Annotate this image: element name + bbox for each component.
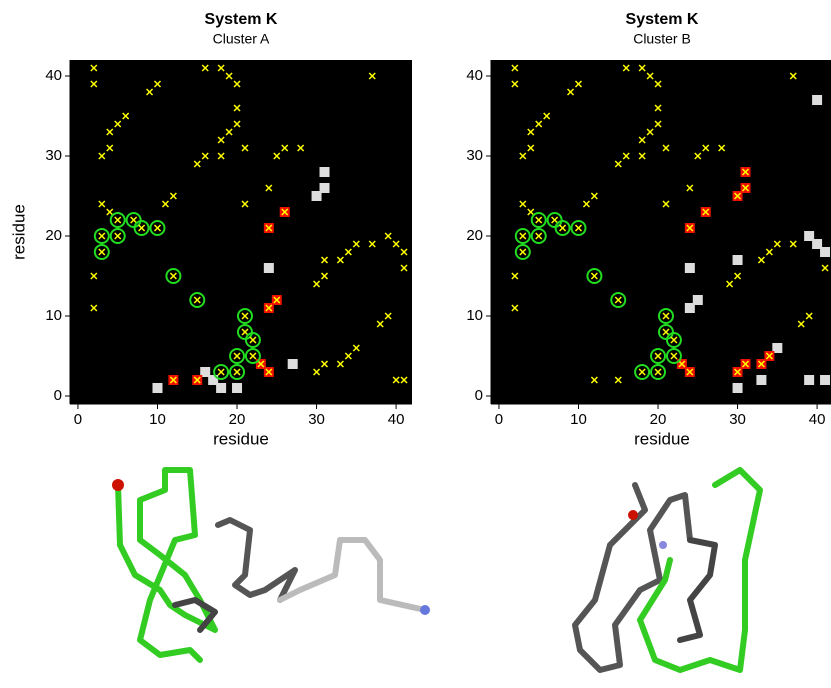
x-tick-label: 20 <box>229 411 246 428</box>
point <box>756 375 766 385</box>
x-tick-label: 20 <box>650 411 667 428</box>
square-marker <box>693 295 703 305</box>
point <box>216 383 226 393</box>
point <box>685 223 695 233</box>
square-marker <box>756 375 766 385</box>
square-marker <box>820 247 830 257</box>
y-tick-label: 0 <box>54 387 62 404</box>
point <box>764 351 774 361</box>
point <box>820 375 830 385</box>
y-tick-label: 20 <box>45 227 62 244</box>
point <box>264 223 274 233</box>
point <box>741 359 751 369</box>
x-tick-label: 10 <box>149 411 166 428</box>
point <box>804 375 814 385</box>
square-marker <box>216 383 226 393</box>
structure-a <box>112 470 430 660</box>
point <box>288 359 298 369</box>
y-tick-label: 10 <box>45 307 62 324</box>
y-tick-label: 20 <box>466 227 483 244</box>
square-marker <box>820 375 830 385</box>
point <box>264 263 274 273</box>
point <box>820 247 830 257</box>
point <box>733 383 743 393</box>
y-tick-label: 0 <box>475 387 483 404</box>
y-tick-label: 40 <box>45 67 62 84</box>
y-axis-label: residue <box>9 204 28 260</box>
point <box>733 255 743 265</box>
y-tick-label: 30 <box>45 147 62 164</box>
square-marker <box>733 383 743 393</box>
point <box>320 167 330 177</box>
point <box>264 367 274 377</box>
square-marker <box>320 183 330 193</box>
square-marker <box>320 167 330 177</box>
x-tick-label: 30 <box>729 411 746 428</box>
plot-background <box>70 60 412 404</box>
chart: System K Cluster B 0 10 20 30 40 0 10 20 30 40 resid… <box>466 11 831 448</box>
point <box>741 167 751 177</box>
x-tick-label: 30 <box>308 411 325 428</box>
square-marker <box>152 383 162 393</box>
y-tick-label: 30 <box>466 147 483 164</box>
x-tick-label: 0 <box>74 411 82 428</box>
x-axis-label: residue <box>634 429 690 448</box>
point <box>685 263 695 273</box>
chart-subtitle: Cluster A <box>213 31 270 47</box>
point <box>320 183 330 193</box>
square-marker <box>804 375 814 385</box>
square-marker <box>685 263 695 273</box>
square-marker <box>812 95 822 105</box>
square-marker <box>288 359 298 369</box>
point <box>812 95 822 105</box>
point <box>152 383 162 393</box>
x-tick-label: 0 <box>495 411 503 428</box>
figure: System K Cluster A 0 10 20 30 40 0 10 20 30 40 resid… <box>0 0 831 688</box>
point <box>280 207 290 217</box>
chart-title: System K <box>205 11 278 28</box>
chart-title: System K <box>626 11 699 28</box>
square-marker <box>264 263 274 273</box>
x-tick-label: 40 <box>809 411 826 428</box>
charts: System K Cluster A 0 10 20 30 40 0 10 20 30 40 resid… <box>9 11 831 448</box>
point <box>693 295 703 305</box>
y-tick-label: 10 <box>466 307 483 324</box>
point <box>741 183 751 193</box>
point <box>192 375 202 385</box>
chart-subtitle: Cluster B <box>633 31 691 47</box>
point <box>685 367 695 377</box>
x-tick-label: 40 <box>388 411 405 428</box>
point <box>168 375 178 385</box>
chart: System K Cluster A 0 10 20 30 40 0 10 20 30 40 resid… <box>9 11 412 448</box>
point <box>272 295 282 305</box>
square-marker <box>733 255 743 265</box>
x-tick-label: 10 <box>570 411 587 428</box>
y-tick-label: 40 <box>466 67 483 84</box>
structure-b <box>575 470 760 670</box>
x-axis-label: residue <box>213 429 269 448</box>
square-marker <box>232 383 242 393</box>
point <box>701 207 711 217</box>
point <box>232 383 242 393</box>
